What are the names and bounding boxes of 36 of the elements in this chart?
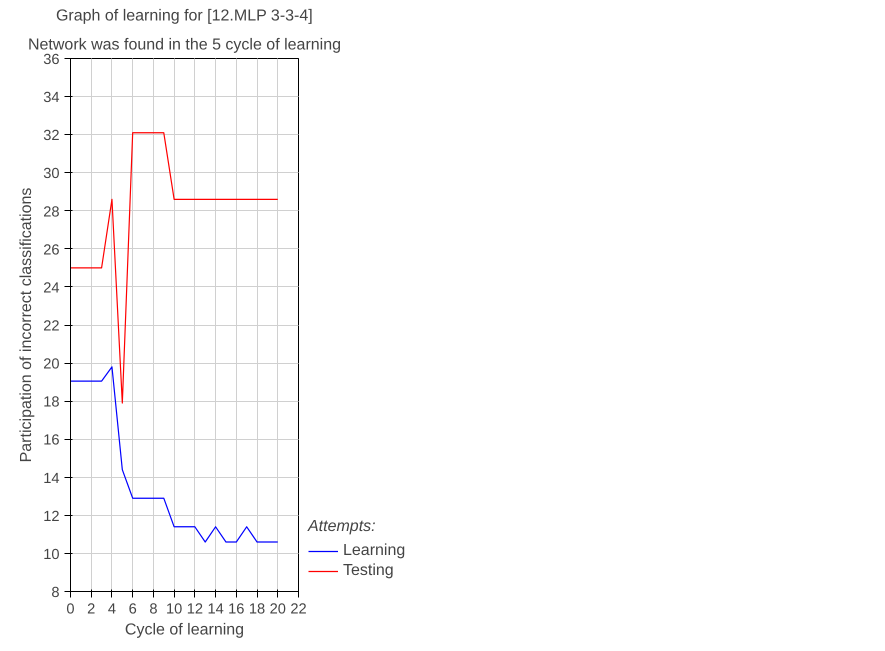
y-tick-label: 8 bbox=[51, 585, 60, 601]
y-tick-label: 20 bbox=[43, 356, 60, 373]
legend-title: Attempts: bbox=[308, 518, 377, 536]
x-axis-title: Cycle of learning bbox=[124, 622, 244, 638]
legend-label: Testing bbox=[343, 562, 394, 580]
x-tick-label: 22 bbox=[290, 602, 307, 618]
line-series bbox=[70, 132, 278, 404]
y-axis-title: Participation of incorrect classifications bbox=[18, 188, 36, 462]
x-tick-label: 14 bbox=[207, 602, 224, 618]
y-tick-label: 36 bbox=[43, 52, 60, 68]
x-tick-label: 8 bbox=[149, 602, 158, 618]
y-tick-label: 16 bbox=[43, 432, 60, 449]
y-tick-label: 14 bbox=[43, 470, 60, 487]
line-series bbox=[70, 366, 278, 543]
x-tick-label: 12 bbox=[186, 602, 204, 618]
y-tick-label: 10 bbox=[43, 546, 60, 563]
legend-label: Learning bbox=[343, 542, 406, 560]
y-tick-label: 30 bbox=[43, 166, 60, 182]
y-tick-label: 22 bbox=[43, 318, 60, 334]
x-tick-label: 10 bbox=[166, 602, 182, 618]
x-tick-label: 16 bbox=[228, 602, 244, 618]
x-tick-label: 20 bbox=[270, 602, 286, 618]
x-tick-label: 18 bbox=[248, 602, 266, 618]
y-tick-label: 28 bbox=[43, 204, 60, 220]
x-tick-label: 4 bbox=[108, 602, 116, 618]
y-tick-label: 26 bbox=[43, 242, 60, 258]
y-tick-label: 18 bbox=[43, 394, 60, 411]
x-tick-label: 6 bbox=[128, 602, 137, 618]
x-tick-label: 0 bbox=[66, 602, 75, 618]
y-tick-label: 12 bbox=[43, 508, 60, 525]
x-tick-label: 2 bbox=[87, 602, 96, 618]
chart-subtitle: Network was found in the 5 cycle of learning bbox=[28, 36, 342, 54]
y-tick-label: 24 bbox=[43, 280, 60, 296]
chart-title: Graph of learning for [12.MLP 3-3-4] bbox=[56, 8, 313, 24]
y-tick-label: 32 bbox=[43, 128, 60, 144]
y-tick-label: 34 bbox=[43, 90, 60, 106]
